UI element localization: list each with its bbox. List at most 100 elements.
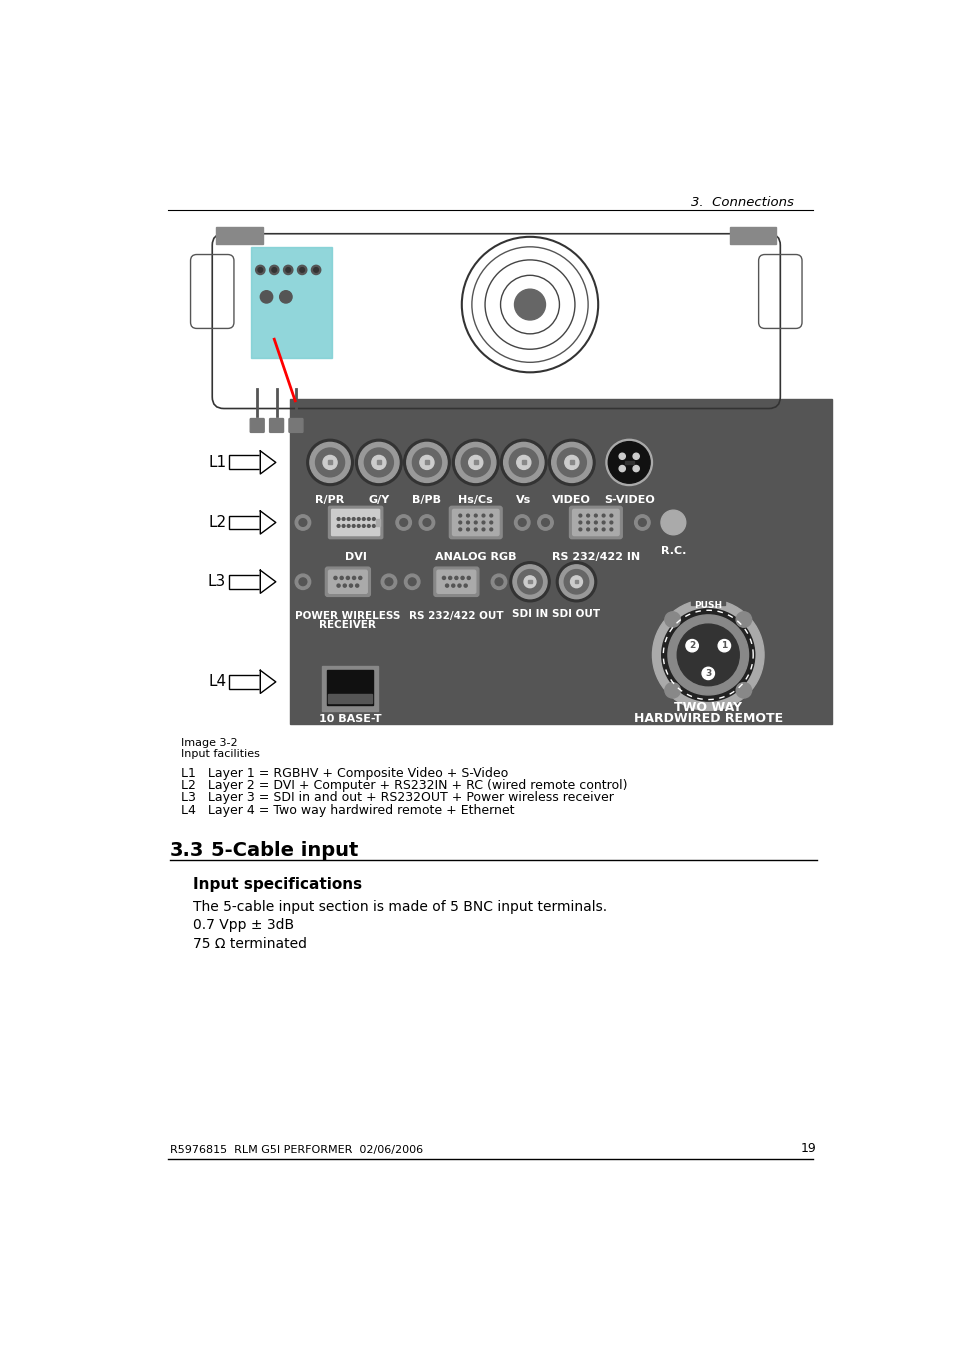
Circle shape	[594, 521, 597, 524]
Bar	[229, 516, 260, 530]
Circle shape	[412, 449, 441, 477]
Text: DVI: DVI	[344, 551, 366, 562]
Text: 5-Cable input: 5-Cable input	[211, 842, 357, 861]
Circle shape	[517, 570, 541, 594]
Text: R.C.: R.C.	[660, 546, 685, 555]
Text: SDI IN: SDI IN	[512, 609, 548, 619]
Circle shape	[633, 453, 639, 459]
Circle shape	[455, 577, 457, 580]
Circle shape	[294, 515, 311, 530]
Circle shape	[736, 612, 751, 627]
Text: L3   Layer 3 = SDI in and out + RS232OUT + Power wireless receiver: L3 Layer 3 = SDI in and out + RS232OUT +…	[181, 792, 614, 804]
Circle shape	[558, 565, 593, 598]
Circle shape	[379, 573, 397, 590]
Circle shape	[609, 515, 612, 517]
Circle shape	[474, 528, 476, 531]
Circle shape	[608, 442, 649, 484]
Circle shape	[634, 515, 649, 530]
Circle shape	[551, 442, 592, 482]
Circle shape	[272, 267, 276, 273]
Circle shape	[466, 515, 469, 517]
Text: 19: 19	[801, 1143, 816, 1155]
FancyBboxPatch shape	[332, 509, 379, 535]
Circle shape	[448, 577, 452, 580]
Circle shape	[314, 267, 318, 273]
Circle shape	[399, 519, 407, 527]
Circle shape	[367, 517, 370, 520]
Circle shape	[297, 265, 307, 274]
Circle shape	[457, 584, 460, 588]
Circle shape	[402, 573, 421, 590]
Circle shape	[418, 515, 435, 530]
Text: PUSH: PUSH	[694, 601, 721, 611]
Circle shape	[298, 519, 307, 527]
Circle shape	[563, 570, 588, 594]
Circle shape	[718, 639, 730, 651]
Circle shape	[474, 521, 476, 524]
Circle shape	[664, 612, 679, 627]
FancyBboxPatch shape	[569, 507, 621, 539]
Circle shape	[481, 521, 484, 524]
Circle shape	[315, 449, 344, 477]
Circle shape	[419, 455, 434, 469]
Circle shape	[489, 521, 492, 524]
Circle shape	[467, 577, 470, 580]
Circle shape	[255, 265, 265, 274]
Circle shape	[578, 528, 581, 531]
Circle shape	[517, 519, 525, 527]
Circle shape	[372, 455, 386, 469]
Text: S-VIDEO: S-VIDEO	[603, 494, 654, 505]
Circle shape	[541, 519, 549, 527]
FancyBboxPatch shape	[270, 419, 283, 432]
Circle shape	[460, 449, 490, 477]
Circle shape	[633, 513, 651, 532]
Circle shape	[336, 524, 339, 527]
Bar	[328, 694, 372, 704]
Circle shape	[417, 513, 436, 532]
Circle shape	[456, 442, 496, 482]
Circle shape	[464, 584, 467, 588]
Circle shape	[500, 439, 546, 485]
Circle shape	[609, 528, 612, 531]
Circle shape	[298, 578, 307, 585]
Text: The 5-cable input section is made of 5 BNC input terminals.: The 5-cable input section is made of 5 B…	[193, 900, 606, 913]
Polygon shape	[260, 451, 275, 474]
Circle shape	[336, 584, 340, 588]
Bar	[569, 461, 574, 465]
Circle shape	[677, 624, 739, 686]
Text: R5976815  RLM G5I PERFORMER  02/06/2006: R5976815 RLM G5I PERFORMER 02/06/2006	[170, 1146, 422, 1155]
Text: 2: 2	[688, 642, 695, 650]
Circle shape	[618, 466, 624, 471]
Circle shape	[578, 521, 581, 524]
Circle shape	[513, 565, 546, 598]
Circle shape	[352, 524, 355, 527]
Circle shape	[664, 682, 679, 698]
FancyBboxPatch shape	[449, 507, 501, 539]
Circle shape	[408, 578, 416, 585]
Circle shape	[257, 267, 262, 273]
Circle shape	[362, 517, 365, 520]
Circle shape	[346, 577, 349, 580]
Circle shape	[509, 562, 550, 601]
Bar	[729, 227, 776, 243]
Bar	[322, 666, 377, 711]
Circle shape	[557, 449, 586, 477]
Bar	[521, 461, 525, 465]
Circle shape	[452, 584, 455, 588]
Circle shape	[736, 682, 751, 698]
Circle shape	[458, 515, 461, 517]
FancyBboxPatch shape	[436, 570, 476, 593]
FancyBboxPatch shape	[434, 567, 478, 596]
Circle shape	[286, 267, 291, 273]
Circle shape	[367, 524, 370, 527]
Circle shape	[661, 609, 754, 701]
Circle shape	[343, 584, 346, 588]
Circle shape	[633, 466, 639, 471]
Circle shape	[466, 521, 469, 524]
Circle shape	[489, 528, 492, 531]
Circle shape	[357, 517, 359, 520]
Text: TWO WAY: TWO WAY	[674, 701, 741, 715]
Circle shape	[294, 513, 312, 532]
Circle shape	[404, 574, 419, 589]
Circle shape	[364, 449, 393, 477]
